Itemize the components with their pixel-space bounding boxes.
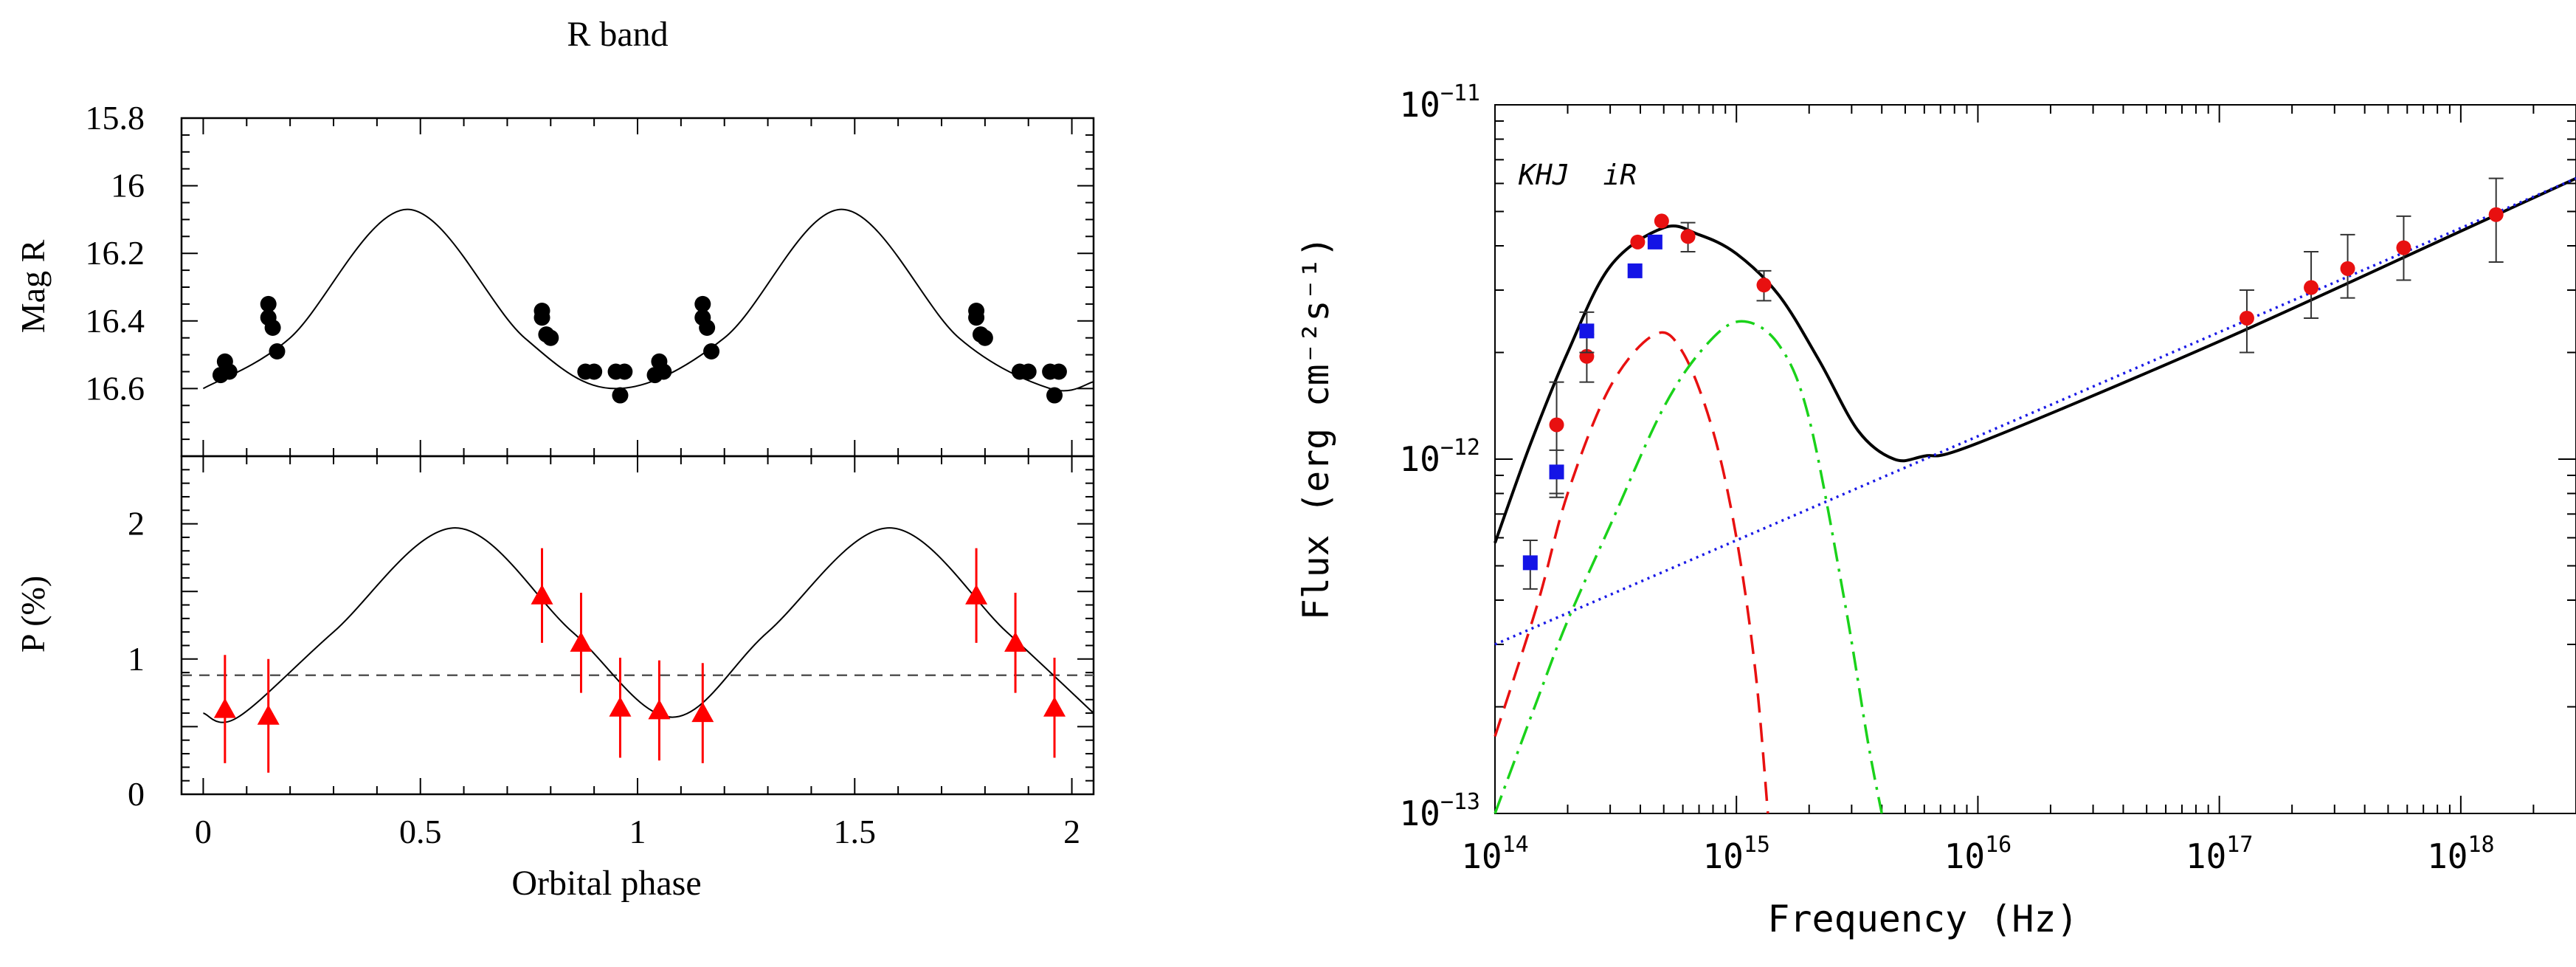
mag-r-point [1020,363,1037,380]
polarization-point [531,584,553,605]
orbital-phase-axis-label: Orbital phase [511,864,701,903]
x-tick-label: 1.5 [834,813,877,850]
mag-r-panel: 15.8 16 16.2 16.4 16.6 Mag R [14,99,1095,458]
flux-point-circle [1630,234,1646,250]
flux-point-circle [1756,278,1772,293]
x-tick-label: 1016 [1944,832,2012,876]
flux-point-circle [2396,240,2411,255]
flux-point-circle [1654,213,1669,229]
mag-r-point [976,329,993,346]
y-tick-label: 16.2 [86,234,145,272]
mag-r-point [612,387,629,404]
polarization-point [691,702,714,723]
red-blackbody-curve [1494,331,1769,814]
x-tick-label: 1017 [2186,832,2254,876]
polarization-model-curve [203,527,1094,723]
mag-r-axis-label: Mag R [14,239,52,333]
x-tick-label: 1 [629,813,646,850]
mag-r-model-curve [202,208,1094,392]
polarization-plot-frame [180,455,1095,796]
y-tick-label: 10−12 [1399,435,1480,479]
flux-point-circle [2304,280,2319,295]
flux-point-circle [1549,417,1564,433]
y-tick-label: 16.6 [86,369,145,407]
mag-r-point [542,329,559,346]
polarization-point [1004,631,1027,652]
x-tick-label: 1018 [2427,832,2495,876]
y-tick-label: 2 [128,505,145,543]
y-tick-label: 10−11 [1399,80,1480,125]
y-tick-label: 16 [111,167,145,204]
polarization-point [965,584,988,605]
y-tick-label: 1 [128,640,145,678]
mag-r-point [264,319,281,336]
mag-r-point [699,319,716,336]
mag-r-point [269,343,286,360]
mag-r-point [586,363,603,380]
polarization-panel: 0 1 2 P (%) [14,455,1095,813]
y-tick-label: 16.4 [86,302,145,340]
polarization-point [213,698,236,718]
green-blackbody-curve [1494,320,1883,814]
polarization-point [648,699,671,720]
mag-r-point [694,295,711,312]
mag-r-point [221,363,238,380]
band-annotation: KHJ iR [1518,159,1637,191]
sed-plot-frame [1494,104,2576,814]
mag-r-plot-frame [180,117,1095,458]
y-tick-label: 15.8 [86,99,145,137]
flux-point-square [1647,234,1662,250]
mag-r-point [616,363,633,380]
x-tick-label: 2 [1063,813,1080,850]
x-tick-label: 0.5 [399,813,442,850]
polarization-axis-label: P (%) [14,576,52,653]
x-tick-label: 1014 [1461,832,1529,876]
mag-r-point [1046,387,1063,404]
y-tick-label: 0 [128,775,145,813]
x-tick-label: 1015 [1702,832,1770,876]
y-tick-label: 10−13 [1399,789,1480,833]
flux-point-circle [1680,229,1696,244]
polarization-point [609,696,632,717]
x-tick-label: 0 [195,813,212,850]
flux-point-circle [2239,310,2254,326]
mag-r-point [968,309,985,326]
total-model-curve [1494,176,2576,544]
flux-point-circle [2488,207,2504,222]
mag-r-point [533,309,550,326]
mag-r-point [1050,363,1067,380]
flux-axis-label: Flux (erg cm⁻²s⁻¹) [1296,236,1337,620]
frequency-axis-label: Frequency (Hz) [1767,898,2078,940]
sed-chart: 1014 1015 1016 1017 1018 10−11 10−12 10−13 Fre… [1296,80,2576,940]
flux-point-circle [2340,261,2355,276]
mag-r-point [655,363,672,380]
phase-chart: R band 15.8 16 16.2 16.4 16.6 Mag R 0 1 2 P (%… [14,15,1095,903]
flux-point-square [1579,323,1595,339]
mag-r-point [703,343,720,360]
chart-title: R band [567,15,668,54]
flux-point-square [1549,464,1564,480]
polarization-point [570,631,593,652]
mag-r-point [260,295,277,312]
flux-point-square [1627,263,1643,278]
polarization-point [1043,696,1066,717]
flux-point-square [1522,555,1538,571]
polarization-point [257,704,280,725]
